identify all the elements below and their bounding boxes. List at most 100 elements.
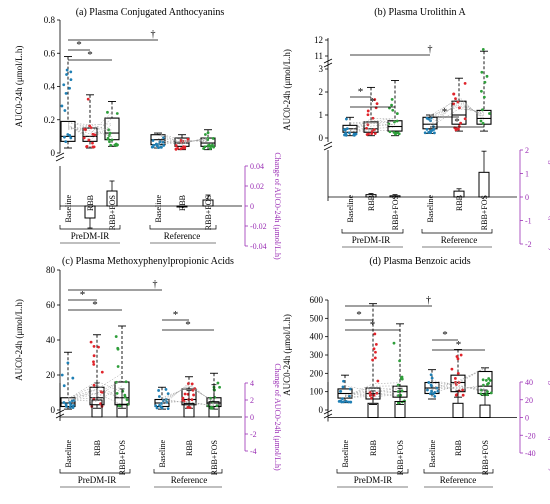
box-predm-baseline: [60, 351, 76, 410]
data-point: [64, 403, 68, 406]
connector-line: [431, 382, 486, 391]
data-point: [91, 141, 94, 145]
y-tick-label: 0: [51, 148, 56, 158]
y-axis-label: AUC0-24h (μmol/L.h): [282, 49, 292, 131]
group-bracket: [421, 229, 493, 234]
data-point: [373, 98, 377, 101]
data-point: [392, 130, 396, 134]
category-label: Baseline: [426, 195, 435, 223]
group-label: PreDM-IR: [354, 475, 393, 485]
data-point: [482, 95, 486, 99]
connector-line: [429, 105, 485, 119]
data-point: [430, 384, 434, 388]
y-tick-label: 0.2: [44, 115, 55, 125]
sig-dagger: †: [153, 279, 158, 290]
y-tick-label: 500: [310, 313, 324, 323]
data-point: [154, 142, 158, 146]
data-point: [398, 359, 402, 363]
box-predm-rbb: [82, 94, 98, 149]
box-predm-rbb: [89, 334, 105, 409]
box-iqr: [104, 117, 120, 141]
data-point: [92, 344, 96, 348]
category-label: Baseline: [428, 440, 437, 468]
panel-title: (a) Plasma Conjugated Anthocyanins: [76, 7, 225, 18]
sig-star: *: [173, 309, 179, 321]
category-label: RBB: [369, 440, 378, 456]
data-point: [397, 394, 400, 397]
data-point: [390, 103, 393, 107]
data-point: [215, 404, 219, 408]
data-point: [399, 376, 403, 380]
change-tick-label: -20: [525, 431, 536, 440]
sig-star: *: [370, 96, 376, 108]
change-tick-label: -2: [525, 240, 532, 249]
sig-star: *: [358, 86, 364, 98]
connector-line: [67, 123, 113, 131]
data-point: [375, 102, 379, 106]
data-point: [453, 377, 457, 380]
data-point: [72, 404, 75, 407]
change-tick-label: 0: [525, 414, 529, 423]
data-point: [64, 140, 68, 144]
panel-a: (a) Plasma Conjugated Anthocyanins 0 0.2 0.…: [14, 7, 282, 260]
data-point: [461, 393, 465, 397]
data-point: [212, 145, 215, 149]
box-predm-baseline: [60, 56, 76, 149]
data-point: [371, 358, 375, 362]
data-point: [463, 81, 467, 85]
category-label: RBB+FOS: [210, 440, 219, 475]
data-point: [157, 146, 160, 150]
category-label: Baseline: [341, 440, 350, 468]
connector-line: [429, 96, 485, 121]
data-point: [454, 128, 458, 132]
data-point: [400, 389, 404, 393]
change-tick-label: -1: [525, 217, 532, 226]
sig-star: *: [442, 329, 448, 341]
data-point: [457, 381, 461, 384]
data-point: [388, 130, 392, 134]
data-point: [60, 373, 64, 377]
data-point: [485, 74, 489, 78]
connector-line: [157, 133, 209, 143]
y-tick-label: 11: [314, 51, 323, 61]
data-point: [485, 393, 489, 397]
data-point: [463, 117, 467, 121]
data-point: [488, 379, 492, 382]
data-point: [92, 383, 96, 387]
data-point: [116, 347, 120, 351]
connector-line: [349, 130, 396, 132]
data-point: [69, 403, 73, 407]
y-axis-label: AUC0-24h (μmol/L.h): [282, 314, 292, 396]
sig-dagger: †: [428, 44, 433, 55]
change-tick-label: 20: [525, 396, 533, 405]
box-iqr: [181, 388, 197, 406]
box-ref-rbb: [451, 77, 467, 132]
sig-star: *: [442, 106, 448, 118]
y-tick-label: 1: [319, 110, 324, 120]
data-point: [423, 131, 427, 135]
panel-c: (c) Plasma Methoxyphenylpropionic Acids 0…: [14, 256, 282, 488]
data-point: [454, 97, 457, 101]
box-ref-rbbfos: [476, 47, 492, 132]
box-predm-rbbfos: [104, 101, 120, 147]
data-point: [427, 381, 431, 384]
connector-line: [344, 393, 401, 396]
connector-line: [431, 367, 486, 391]
data-point: [190, 382, 194, 386]
connector-line: [157, 136, 209, 145]
data-point: [216, 381, 220, 385]
connector-line: [431, 380, 486, 393]
connector-line: [67, 379, 123, 398]
box-predm-rbbfos: [114, 325, 130, 409]
data-point: [348, 387, 352, 391]
group-label: PreDM-IR: [78, 475, 117, 485]
data-point: [430, 376, 434, 380]
data-point: [372, 128, 376, 132]
data-point: [155, 406, 159, 410]
y-tick-label: 0: [319, 133, 324, 143]
data-point: [481, 47, 485, 51]
category-label: RBB+FOS: [204, 195, 213, 230]
data-point: [481, 378, 485, 382]
